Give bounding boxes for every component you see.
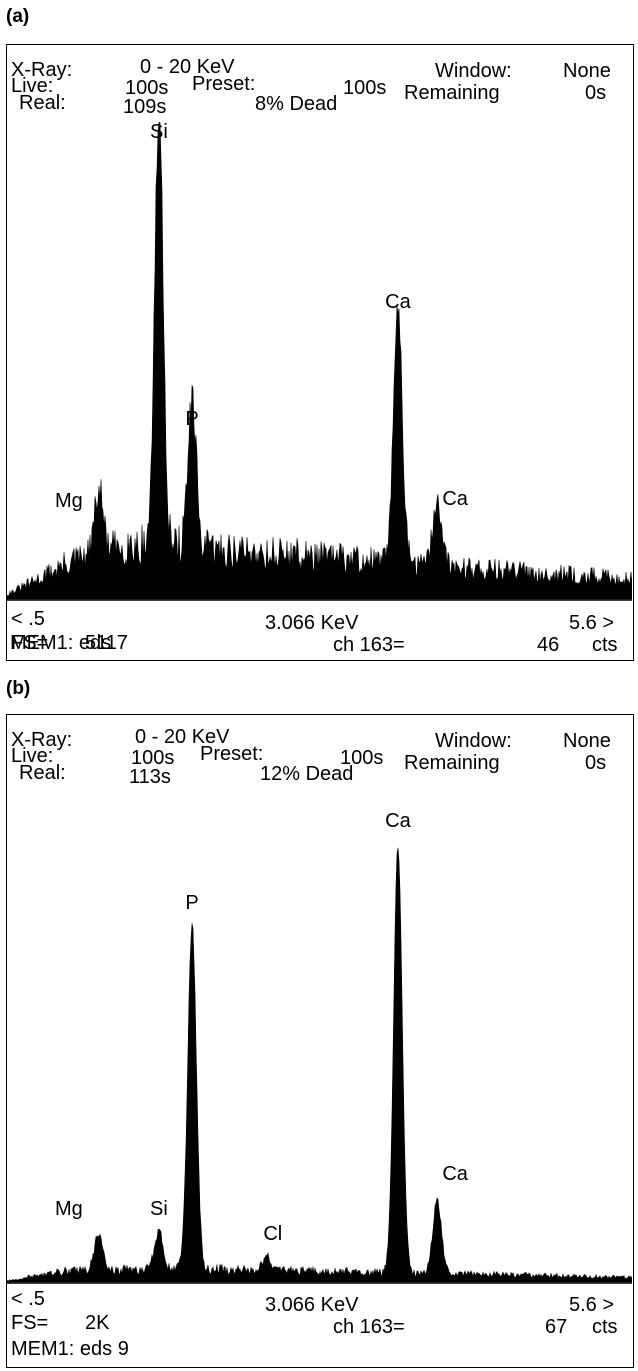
remaining-value: 0s	[585, 82, 607, 104]
remaining-label: Remaining	[404, 82, 500, 104]
preset-value: 100s	[343, 77, 387, 99]
fs-value: 511	[85, 632, 117, 654]
peak-label-cl: Cl	[263, 1222, 283, 1245]
spectrum-plot	[7, 847, 632, 1284]
panel-b-label: (b)	[6, 678, 31, 699]
remaining-label: Remaining	[404, 752, 500, 774]
mem-label-a: MEM1: eds 7	[10, 632, 128, 654]
xray-range: 0 - 20 KeV	[135, 726, 230, 748]
left-marker: < .5	[11, 608, 45, 630]
peak-label-mg: Mg	[55, 489, 83, 512]
window-label: Window:	[435, 60, 512, 82]
real-label: Real:	[19, 762, 66, 784]
window-label: Window:	[435, 730, 512, 752]
cursor-energy: 3.066 KeV	[265, 612, 359, 634]
real-label: Real:	[19, 92, 66, 114]
right-marker: 5.6 >	[569, 612, 615, 634]
live-value: 100s	[125, 77, 169, 99]
xray-label: X-Ray:	[11, 59, 73, 81]
mem-label: MEM1: eds 9	[11, 1338, 129, 1360]
left-marker: < .5	[11, 1288, 45, 1310]
preset-label: Preset:	[192, 73, 256, 95]
peak-label-ca: Ca	[385, 810, 411, 833]
live-label: Live:	[11, 75, 54, 97]
peak-label-ca: Ca	[385, 290, 411, 313]
channel: ch 163=	[333, 634, 405, 656]
real-value: 109s	[123, 96, 167, 118]
spectrum-plot	[7, 122, 632, 601]
preset-value: 100s	[340, 747, 384, 769]
fs-label: FS=	[11, 632, 49, 654]
spectrum-area	[7, 122, 632, 600]
counts-unit: cts	[592, 634, 618, 656]
panel-a-label: (a)	[6, 6, 30, 27]
cursor-energy: 3.066 KeV	[265, 1294, 359, 1316]
panel-b-spectrum: X-Ray: 0 - 20 KeV Live: 100s Preset: 100…	[6, 714, 634, 1368]
fs-value: 2K	[85, 1312, 110, 1334]
peak-label-p: P	[185, 891, 199, 914]
counts: 46	[537, 634, 560, 656]
xray-range: 0 - 20 KeV	[140, 56, 235, 78]
preset-label: Preset:	[200, 743, 264, 765]
panel-a-spectrum: X-Ray: 0 - 20 KeV Live: 100s Preset: 100…	[6, 44, 634, 661]
peak-label-ca: Ca	[442, 487, 468, 510]
channel: ch 163=	[333, 1316, 405, 1338]
live-value: 100s	[131, 747, 175, 769]
dead-value: 8% Dead	[255, 93, 338, 115]
remaining-value: 0s	[585, 752, 607, 774]
live-label: Live:	[11, 745, 54, 767]
spectrum-area	[7, 847, 632, 1283]
xray-label: X-Ray:	[11, 729, 73, 751]
window-value: None	[563, 730, 611, 752]
dead-value: 12% Dead	[260, 763, 354, 785]
peak-label-ca: Ca	[442, 1163, 468, 1186]
counts: 67	[545, 1316, 568, 1338]
counts-unit: cts	[592, 1316, 618, 1338]
right-marker: 5.6 >	[569, 1294, 615, 1316]
fs-label: FS=	[11, 1312, 49, 1334]
peak-label-mg: Mg	[55, 1198, 83, 1221]
real-value: 113s	[129, 766, 171, 788]
window-value: None	[563, 60, 611, 82]
peak-label-si: Si	[150, 1198, 168, 1221]
